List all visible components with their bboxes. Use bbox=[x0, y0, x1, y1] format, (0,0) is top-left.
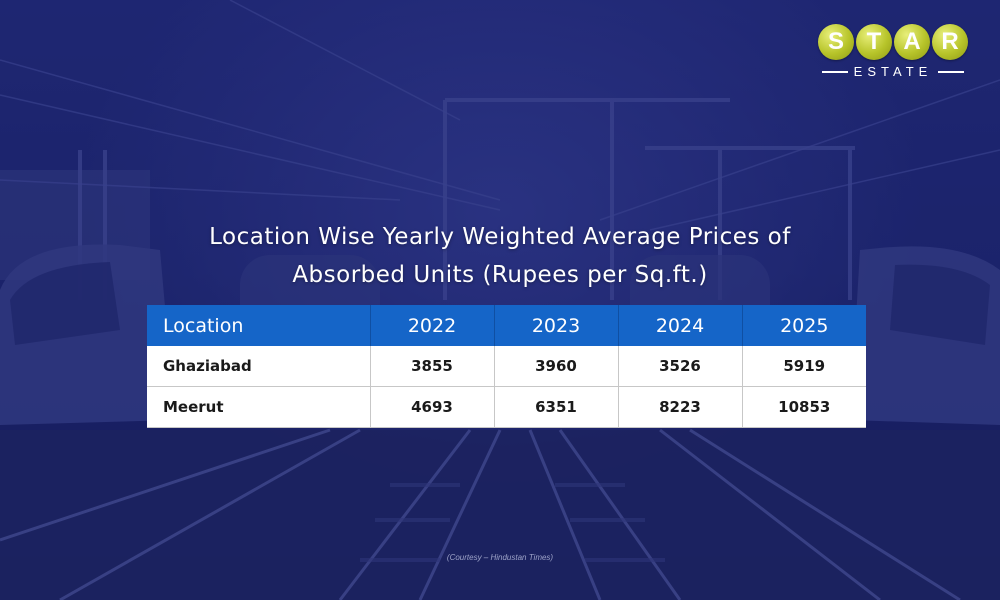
table-cell: 3526 bbox=[618, 346, 743, 387]
star-estate-logo: S T A R ESTATE bbox=[814, 24, 972, 88]
table-cell: 8223 bbox=[618, 386, 743, 428]
logo-divider-right bbox=[938, 70, 965, 73]
table-row: Ghaziabad 3855 3960 3526 5919 bbox=[147, 346, 866, 387]
logo-subtitle: ESTATE bbox=[853, 64, 933, 79]
logo-subtitle-row: ESTATE bbox=[814, 64, 972, 79]
column-header-2022: 2022 bbox=[370, 305, 495, 346]
logo-letter-a: A bbox=[894, 24, 930, 60]
table-cell: 6351 bbox=[494, 386, 619, 428]
column-header-2025: 2025 bbox=[742, 305, 866, 346]
table-header-row: Location 2022 2023 2024 2025 bbox=[147, 305, 866, 346]
logo-divider-left bbox=[821, 70, 848, 73]
column-header-2024: 2024 bbox=[618, 305, 743, 346]
price-table-container: Location 2022 2023 2024 2025 Ghaziabad 3… bbox=[147, 305, 866, 428]
page-title-line-2: Absorbed Units (Rupees per Sq.ft.) bbox=[292, 262, 708, 288]
table-cell-location: Meerut bbox=[147, 386, 371, 428]
table-cell: 3855 bbox=[370, 346, 495, 387]
logo-letter-s: S bbox=[818, 24, 854, 60]
page-title: Location Wise Yearly Weighted Average Pr… bbox=[0, 218, 1000, 294]
courtesy-note: (Courtesy – Hindustan Times) bbox=[446, 553, 554, 562]
logo-letter-t: T bbox=[856, 24, 892, 60]
table-header: Location 2022 2023 2024 2025 bbox=[147, 305, 866, 346]
logo-letters: S T A R bbox=[814, 24, 972, 60]
table-body: Ghaziabad 3855 3960 3526 5919 Meerut 469… bbox=[147, 346, 866, 428]
column-header-location: Location bbox=[147, 305, 371, 346]
table-row: Meerut 4693 6351 8223 10853 bbox=[147, 386, 866, 428]
logo-letter-r: R bbox=[932, 24, 968, 60]
price-table: Location 2022 2023 2024 2025 Ghaziabad 3… bbox=[147, 305, 866, 428]
table-cell: 4693 bbox=[370, 386, 495, 428]
table-cell: 3960 bbox=[494, 346, 619, 387]
page-title-line-1: Location Wise Yearly Weighted Average Pr… bbox=[209, 224, 791, 250]
column-header-2023: 2023 bbox=[494, 305, 619, 346]
table-cell: 5919 bbox=[742, 346, 866, 387]
table-cell: 10853 bbox=[742, 386, 866, 428]
table-cell-location: Ghaziabad bbox=[147, 346, 371, 387]
